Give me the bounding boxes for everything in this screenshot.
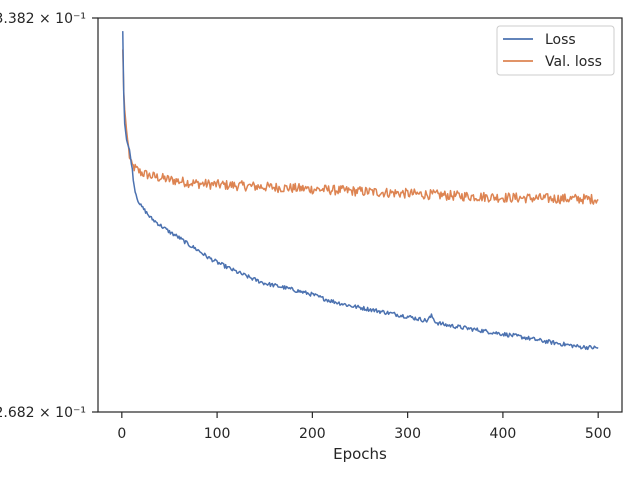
x-tick-label: 200 [299, 426, 326, 442]
y-axis: 3.382 × 10⁻¹ 2.682 × 10⁻¹ [0, 11, 98, 421]
x-tick-label: 300 [394, 426, 421, 442]
x-tick-label: 500 [585, 426, 612, 442]
x-tick-label: 0 [117, 426, 126, 442]
legend: Loss Val. loss [496, 25, 615, 76]
x-axis: 0 100 200 300 400 500 [117, 412, 612, 442]
legend-label: Loss [545, 32, 576, 48]
series-line-loss [122, 31, 599, 351]
x-tick-label: 400 [490, 426, 517, 442]
series-line-val-loss [122, 49, 599, 205]
legend-label: Val. loss [545, 54, 602, 70]
x-tick-label: 100 [204, 426, 231, 442]
y-tick-label: 3.382 × 10⁻¹ [0, 11, 86, 27]
y-tick-label: 2.682 × 10⁻¹ [0, 405, 86, 421]
x-axis-label: Epochs [333, 445, 387, 463]
plot-frame [97, 17, 623, 413]
